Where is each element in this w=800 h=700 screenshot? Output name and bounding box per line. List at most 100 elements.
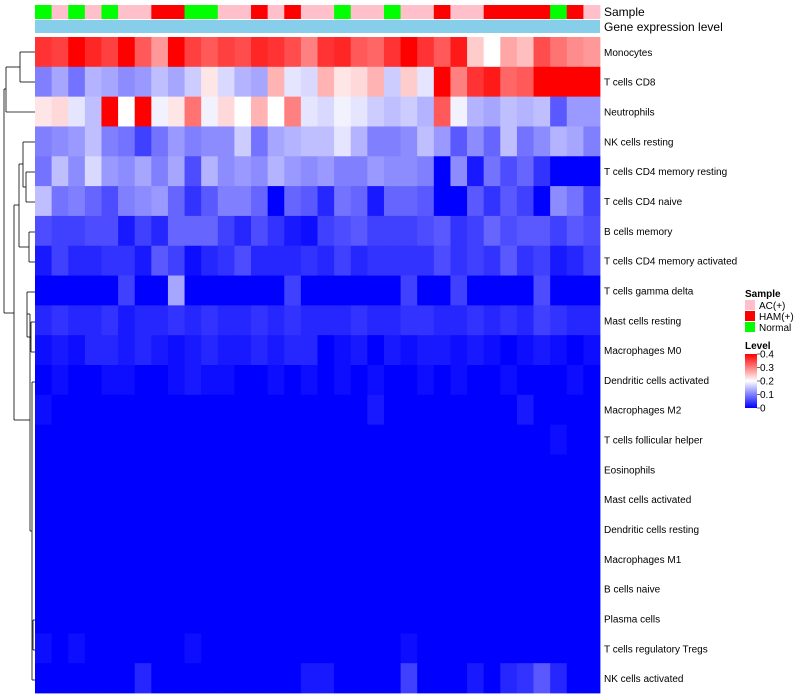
heatmap-cell [118,514,136,545]
heatmap-cell [433,454,451,485]
heatmap-cell [417,394,435,426]
heatmap-cell [201,514,219,545]
heatmap-cell [217,424,235,455]
heatmap-cell [267,215,285,247]
heatmap-cell [450,484,468,515]
heatmap-cell [300,424,318,455]
heatmap-cell [134,663,152,694]
heatmap-cell [350,37,368,68]
heatmap-cell [550,186,568,217]
heatmap-cell [500,305,518,336]
heatmap-cell [118,37,136,68]
heatmap-cell [417,37,435,68]
heatmap-cell [251,66,269,98]
heatmap-cell [334,245,352,276]
heatmap-cell [450,394,468,426]
heatmap-cell [566,603,584,634]
heatmap-cell [68,66,86,98]
heatmap-cell [467,543,485,575]
heatmap-cell [400,66,418,98]
heatmap-cell [217,454,235,485]
heatmap-cell [500,424,518,455]
heatmap-cell [267,394,285,426]
heatmap-cell [483,186,501,217]
heatmap-cell [101,305,119,336]
heatmap-cell [383,245,401,276]
heatmap-cell [151,37,169,68]
heatmap-cell [533,66,551,98]
heatmap-cell [367,215,385,247]
heatmap-cell [118,663,136,694]
heatmap-cell [35,663,53,694]
heatmap-cell [334,484,352,515]
heatmap-cell [201,663,219,694]
heatmap-cell [201,573,219,604]
heatmap-cell [201,484,219,515]
heatmap-cell [566,96,584,127]
heatmap-cell [284,37,302,68]
heatmap-cell [550,37,568,68]
heatmap-cell [483,543,501,575]
heatmap-cell [334,365,352,396]
heatmap-cell [317,156,335,187]
heatmap-cell [101,156,119,187]
expression-level-track [35,20,600,33]
heatmap-cell [151,66,169,98]
sample-track-cell [317,5,335,19]
heatmap-cell [284,573,302,604]
row-label: B cells memory [604,227,672,238]
heatmap-cell [500,335,518,366]
heatmap-cell [433,394,451,426]
heatmap-cell [234,335,252,366]
heatmap-cell [417,245,435,276]
heatmap-cell [367,37,385,68]
heatmap-cell [383,335,401,366]
heatmap-cell [483,514,501,545]
heatmap-cell [217,394,235,426]
heatmap-cell [433,484,451,515]
heatmap-cell [35,543,53,575]
heatmap-cell [267,126,285,157]
heatmap-cell [217,186,235,217]
heatmap-cell [35,365,53,396]
heatmap-cell [450,186,468,217]
heatmap-cell [583,66,601,98]
heatmap-cell [533,543,551,575]
heatmap-cell [68,305,86,336]
heatmap-cell [500,66,518,98]
heatmap-cell [467,66,485,98]
heatmap-cell [284,335,302,366]
heatmap-cell [267,633,285,664]
heatmap-cell [550,543,568,575]
heatmap-cell [417,215,435,247]
heatmap-cell [334,156,352,187]
heatmap-cell [500,215,518,247]
heatmap-cell [300,514,318,545]
heatmap-cell [151,186,169,217]
sample-legend-label: AC(+) [759,301,785,312]
heatmap-cell [566,186,584,217]
heatmap-cell [284,424,302,455]
heatmap-cell [566,633,584,664]
heatmap-cell [350,96,368,127]
heatmap-cell [251,573,269,604]
heatmap-cell [217,215,235,247]
heatmap-cell [217,543,235,575]
heatmap-cell [433,335,451,366]
heatmap-cell [134,633,152,664]
level-legend: Level 0.4 0.3 0.2 0.1 0 [745,341,774,415]
heatmap-cell [184,335,202,366]
heatmap-cell [317,37,335,68]
heatmap-cell [68,275,86,306]
heatmap-cell [234,126,252,157]
heatmap-cell [300,215,318,247]
row-label: NK cells resting [604,137,673,148]
heatmap-cell [84,484,102,515]
heatmap-cell [566,215,584,247]
heatmap-cell [35,215,53,247]
heatmap-cell [500,126,518,157]
heatmap-cell [151,484,169,515]
heatmap-cell [500,275,518,306]
heatmap-cell [51,66,69,98]
heatmap-cell [383,365,401,396]
